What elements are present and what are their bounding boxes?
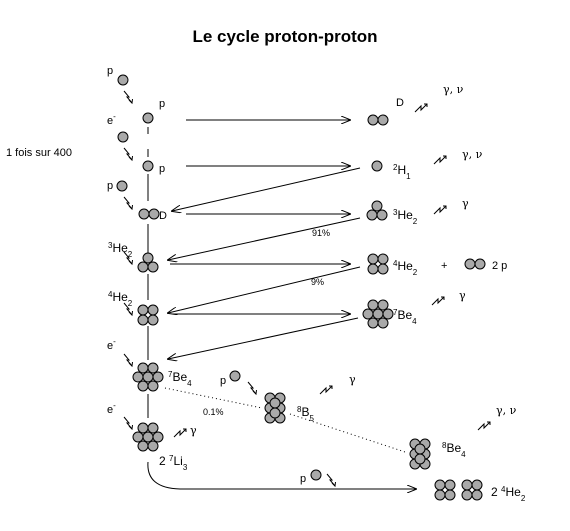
nuclide-be8: 8Be4 (442, 441, 466, 459)
nuclide-he3-left: 3He2 (108, 241, 133, 259)
bolt-icon (123, 196, 133, 210)
helium3-left (137, 252, 159, 273)
ray-icon (173, 428, 187, 438)
gamma-nu-label: γ, ν (443, 83, 464, 96)
arrow-d-back (172, 167, 361, 211)
ray-icon (319, 385, 333, 395)
p-label: p (107, 180, 113, 192)
e-label: e- (107, 337, 116, 352)
diagram-title: Le cycle proton-proton (192, 27, 377, 46)
side-note: 1 fois sur 400 (6, 147, 72, 159)
helium4-right (367, 253, 389, 275)
nuclide-labels: 2H1 3He2 4He2 7Be4 3He2 4He2 7Be4 8B5 8B… (108, 163, 526, 503)
nuclide-b8: 8B5 (297, 405, 314, 423)
arrow-li7-to-he4 (147, 461, 416, 489)
gamma-nu-label: γ, ν (462, 148, 483, 161)
gamma-label: γ (462, 197, 469, 210)
two-protons-right (464, 258, 486, 270)
ray-icon (433, 155, 447, 165)
nuclide-he3-right: 3He2 (393, 208, 418, 226)
p-label: p (159, 98, 165, 110)
proton-5 (229, 370, 241, 382)
bolt-icon (247, 381, 257, 395)
dotted-branches (164, 387, 406, 453)
bolt-icon (123, 416, 133, 430)
proton-4 (116, 180, 128, 192)
branch-9-label: 9% (311, 277, 324, 287)
nuclide-h1: 2H1 (393, 163, 411, 181)
p-label: p (159, 163, 165, 175)
ray-icon (477, 421, 491, 431)
nuclide-he4-final: 2 4He2 (491, 485, 526, 503)
nuclide-he4-right: 4He2 (393, 259, 418, 277)
d-label: D (159, 210, 167, 222)
two-p-label: 2 p (492, 260, 507, 272)
lithium7-left (132, 422, 164, 452)
branch-01-label: 0.1% (203, 407, 224, 417)
electron-1 (117, 131, 129, 143)
beryllium7-left (132, 362, 164, 392)
arrow-he4-back (168, 266, 361, 313)
bolt-icon (123, 353, 133, 367)
nuclide-be7-right: 7Be4 (393, 308, 417, 326)
arrow-be7-back (168, 317, 359, 359)
ray-icon (414, 103, 428, 113)
gamma-label: γ (459, 289, 466, 302)
proton-2 (142, 112, 154, 124)
d-label-right: D (396, 97, 404, 109)
ray-icon (431, 296, 445, 306)
helium4-left (137, 304, 159, 326)
proton-6 (310, 469, 322, 481)
beryllium7-right (362, 299, 394, 329)
deuterium-right (371, 160, 383, 172)
helium4-final-b (461, 479, 483, 501)
nuclide-li7: 2 7Li3 (159, 454, 188, 472)
e-label: e- (107, 112, 116, 127)
gamma-label: γ (190, 424, 197, 437)
nuclide-be7-left: 7Be4 (168, 370, 192, 388)
arrow-he3-back (168, 217, 361, 260)
nuclide-he4-left: 4He2 (108, 290, 133, 308)
p-label: p (300, 473, 306, 485)
plus-label: + (441, 260, 447, 272)
helium4-final-a (434, 479, 456, 501)
bolt-icon (123, 147, 133, 161)
proton-1 (117, 74, 129, 86)
boron8 (264, 392, 286, 424)
labels: p p e- p p D D γ, ν γ, ν γ γ γ γ γ, ν + … (107, 65, 517, 485)
deuteron-left (138, 208, 160, 220)
p-label: p (107, 65, 113, 77)
beryllium8 (409, 438, 431, 470)
proton-3 (142, 160, 154, 172)
bolt-icon (123, 90, 133, 104)
branch-91-label: 91% (312, 228, 330, 238)
branch-percentages: 91% 9% 0.1% (203, 228, 330, 417)
bolt-icon (326, 473, 336, 487)
ray-icon (433, 205, 447, 215)
helium3-right (366, 200, 388, 221)
gamma-label: γ (349, 373, 356, 386)
deuteron-right (367, 114, 389, 126)
p-label: p (220, 375, 226, 387)
reaction-arrows (147, 120, 416, 489)
gamma-nu-label: γ, ν (496, 404, 517, 417)
e-label: e- (107, 401, 116, 416)
